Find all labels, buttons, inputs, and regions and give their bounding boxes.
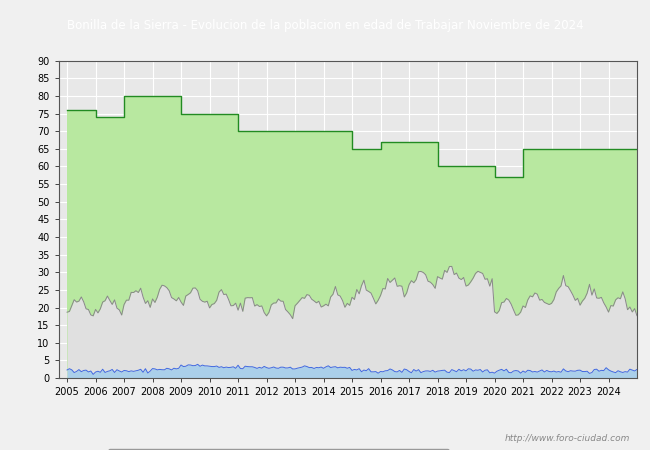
Text: Bonilla de la Sierra - Evolucion de la poblacion en edad de Trabajar Noviembre d: Bonilla de la Sierra - Evolucion de la p… [67,19,583,32]
Text: http://www.foro-ciudad.com: http://www.foro-ciudad.com [505,434,630,443]
Legend: Ocupados, Parados, Hab. entre 16-64: Ocupados, Parados, Hab. entre 16-64 [108,449,449,450]
